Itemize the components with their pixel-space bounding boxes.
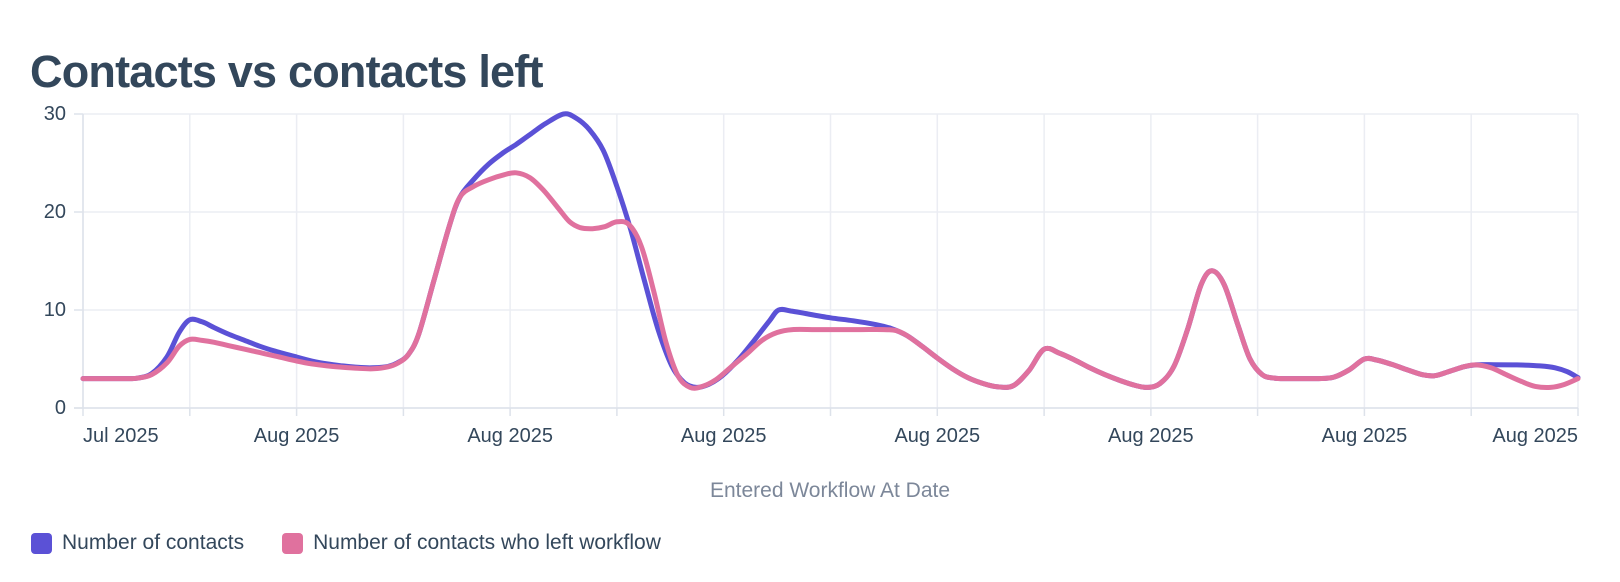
- legend-item-contacts-left-workflow[interactable]: Number of contacts who left workflow: [282, 531, 661, 555]
- chart-title: Contacts vs contacts left: [30, 46, 543, 98]
- y-axis-tick-label: 30: [43, 103, 66, 125]
- x-axis-tick-label: Aug 2025: [1492, 425, 1578, 447]
- x-axis-tick-label: Aug 2025: [894, 425, 981, 447]
- x-axis-tick-label: Aug 2025: [680, 425, 767, 447]
- legend-label: Number of contacts: [62, 531, 245, 554]
- legend-item-number-of-contacts[interactable]: Number of contacts: [31, 531, 244, 555]
- y-axis-tick-label: 20: [43, 201, 66, 223]
- legend-swatch-pink: [282, 532, 304, 554]
- x-axis-tick-label: Jul 2025: [83, 425, 159, 447]
- y-axis-tick-label: 10: [43, 299, 66, 321]
- line-chart-canvas: [74, 111, 1581, 416]
- x-axis-tick-label: Aug 2025: [467, 425, 553, 447]
- legend: Number of contacts Number of contacts wh…: [31, 531, 661, 555]
- x-axis-tick-label: Aug 2025: [1108, 425, 1194, 447]
- series-line-contacts-left[interactable]: [80, 170, 1581, 391]
- legend-label: Number of contacts who left workflow: [313, 531, 661, 554]
- x-axis-tick-label: Aug 2025: [253, 425, 340, 447]
- y-axis-tick-label: 0: [54, 397, 66, 419]
- legend-swatch-blue: [31, 532, 52, 554]
- x-axis-tick-label: Aug 2025: [1321, 425, 1408, 447]
- x-axis-title: Entered Workflow At Date: [709, 479, 951, 502]
